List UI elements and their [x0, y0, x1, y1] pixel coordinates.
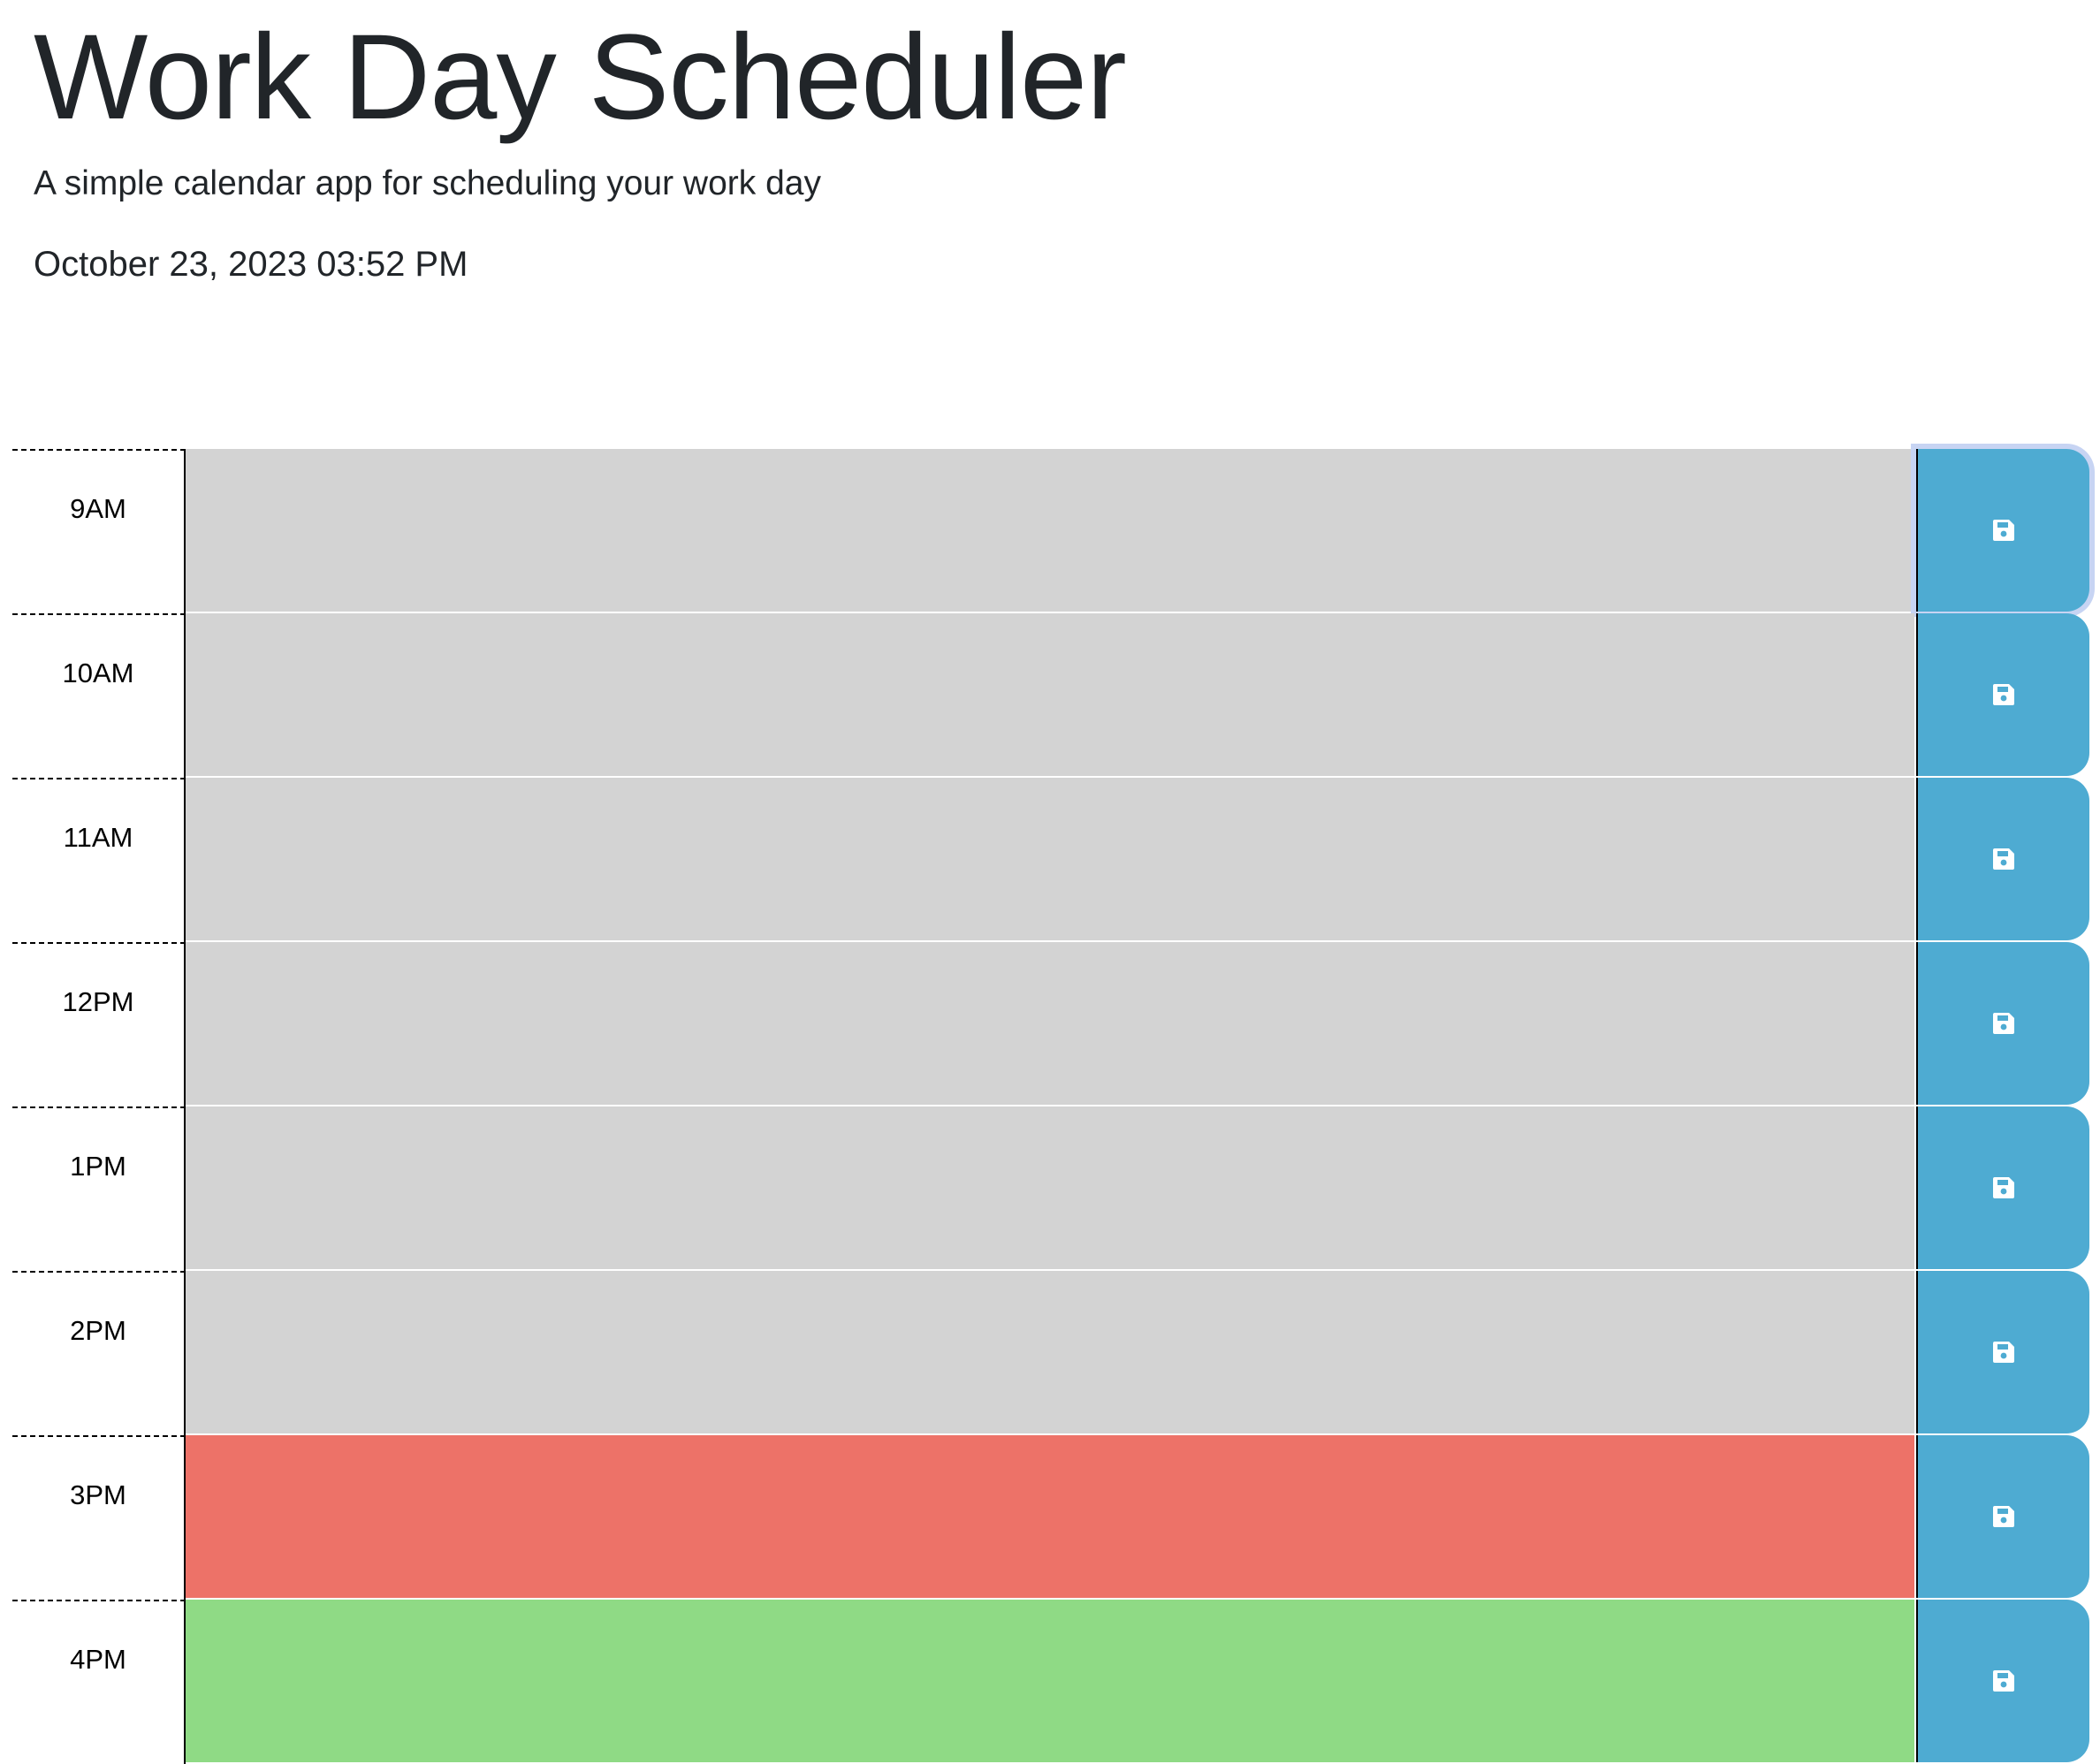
hour-label: 1PM: [70, 1151, 126, 1182]
event-description-input[interactable]: [186, 778, 1914, 940]
floppy-disk-icon: [1993, 848, 2014, 870]
hour-cell: 9AM: [12, 449, 186, 613]
save-button[interactable]: [1916, 449, 2089, 612]
time-block: 3PM: [12, 1435, 2089, 1600]
hour-cell: 1PM: [12, 1106, 186, 1271]
hour-label: 9AM: [70, 493, 126, 524]
event-description-input[interactable]: [186, 1600, 1914, 1762]
page-subtitle: A simple calendar app for scheduling you…: [34, 164, 821, 202]
hour-label: 2PM: [70, 1315, 126, 1346]
save-button[interactable]: [1916, 1600, 2089, 1762]
time-block: 10AM: [12, 613, 2089, 778]
event-description-input[interactable]: [186, 449, 1914, 612]
hour-label: 4PM: [70, 1644, 126, 1675]
floppy-disk-icon: [1993, 520, 2014, 541]
time-block: 11AM: [12, 778, 2089, 942]
time-block: 1PM: [12, 1106, 2089, 1271]
hour-cell: 11AM: [12, 778, 186, 942]
hour-label: 12PM: [62, 986, 134, 1017]
time-block: 2PM: [12, 1271, 2089, 1435]
hour-label: 10AM: [62, 658, 134, 688]
time-block: 4PM: [12, 1600, 2089, 1764]
floppy-disk-icon: [1993, 684, 2014, 705]
hour-cell: 10AM: [12, 613, 186, 778]
save-button[interactable]: [1916, 613, 2089, 776]
floppy-disk-icon: [1993, 1177, 2014, 1198]
hour-label: 3PM: [70, 1479, 126, 1510]
floppy-disk-icon: [1993, 1013, 2014, 1034]
save-button[interactable]: [1916, 942, 2089, 1105]
floppy-disk-icon: [1993, 1342, 2014, 1363]
hour-label: 11AM: [63, 822, 133, 853]
hour-cell: 12PM: [12, 942, 186, 1106]
event-description-input[interactable]: [186, 942, 1914, 1105]
page-title: Work Day Scheduler: [34, 10, 1127, 145]
event-description-input[interactable]: [186, 613, 1914, 776]
save-button[interactable]: [1916, 1271, 2089, 1433]
floppy-disk-icon: [1993, 1506, 2014, 1527]
save-button[interactable]: [1916, 778, 2089, 940]
hour-cell: 4PM: [12, 1600, 186, 1764]
hour-cell: 3PM: [12, 1435, 186, 1600]
save-button[interactable]: [1916, 1106, 2089, 1269]
floppy-disk-icon: [1993, 1670, 2014, 1692]
event-description-input[interactable]: [186, 1106, 1914, 1269]
current-datetime: October 23, 2023 03:52 PM: [34, 245, 468, 284]
hour-cell: 2PM: [12, 1271, 186, 1435]
time-block: 9AM: [12, 449, 2089, 613]
event-description-input[interactable]: [186, 1435, 1914, 1598]
time-block: 12PM: [12, 942, 2089, 1106]
save-button[interactable]: [1916, 1435, 2089, 1598]
event-description-input[interactable]: [186, 1271, 1914, 1433]
